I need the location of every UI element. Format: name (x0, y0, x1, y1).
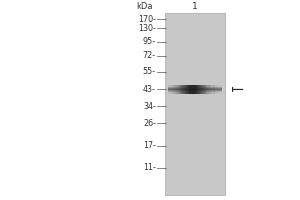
Text: 43-: 43- (143, 85, 156, 94)
Bar (177, 85, 178, 94)
Bar (199, 85, 200, 94)
Bar (207, 85, 208, 94)
Bar (190, 85, 191, 94)
Bar (192, 85, 193, 94)
Bar (165, 13, 225, 195)
Bar (188, 85, 189, 94)
Bar (218, 85, 219, 94)
Bar (198, 85, 199, 94)
Bar (174, 85, 175, 94)
Bar (184, 85, 185, 94)
Bar (187, 85, 188, 94)
Bar (171, 85, 172, 94)
Bar (212, 85, 213, 94)
Bar (194, 85, 195, 94)
Bar (195, 85, 196, 94)
Text: 72-: 72- (143, 51, 156, 60)
Bar (168, 92, 222, 93)
Bar (168, 86, 222, 87)
Bar (216, 85, 217, 94)
Bar (215, 85, 216, 94)
Bar (185, 85, 186, 94)
Bar (189, 85, 190, 94)
Text: 11-: 11- (143, 163, 156, 172)
Bar (196, 85, 197, 94)
Bar (168, 93, 222, 94)
Bar (178, 85, 179, 94)
Bar (183, 85, 184, 94)
Bar (168, 87, 222, 88)
Bar (182, 85, 183, 94)
Bar (176, 85, 177, 94)
Bar (201, 85, 202, 94)
Bar (197, 85, 198, 94)
Bar (181, 85, 182, 94)
Bar (203, 85, 204, 94)
Bar (206, 85, 207, 94)
Bar (168, 85, 222, 86)
Bar (173, 85, 174, 94)
Bar (220, 85, 221, 94)
Bar (214, 85, 215, 94)
Text: 55-: 55- (143, 67, 156, 76)
Text: 130-: 130- (138, 24, 156, 33)
Bar (168, 90, 222, 91)
Bar (169, 85, 170, 94)
Text: 95-: 95- (143, 37, 156, 46)
Bar (211, 85, 212, 94)
Bar (202, 85, 203, 94)
Text: kDa: kDa (136, 2, 153, 11)
Bar (213, 85, 214, 94)
Bar (168, 91, 222, 92)
Bar (204, 85, 205, 94)
Bar (168, 85, 169, 94)
Bar (210, 85, 211, 94)
Bar (208, 85, 209, 94)
Bar (193, 85, 194, 94)
Text: 34-: 34- (143, 102, 156, 111)
Bar (168, 88, 222, 89)
Bar (191, 85, 192, 94)
Bar (221, 85, 222, 94)
Bar (172, 85, 173, 94)
Bar (219, 85, 220, 94)
Bar (168, 89, 222, 90)
Text: 17-: 17- (143, 141, 156, 150)
Text: 170-: 170- (138, 15, 156, 24)
Bar (175, 85, 176, 94)
Bar (209, 85, 210, 94)
Bar (170, 85, 171, 94)
Bar (200, 85, 201, 94)
Bar (205, 85, 206, 94)
Text: 1: 1 (192, 2, 198, 11)
Bar (186, 85, 187, 94)
Bar (217, 85, 218, 94)
Bar (180, 85, 181, 94)
Text: 26-: 26- (143, 119, 156, 128)
Bar (179, 85, 180, 94)
